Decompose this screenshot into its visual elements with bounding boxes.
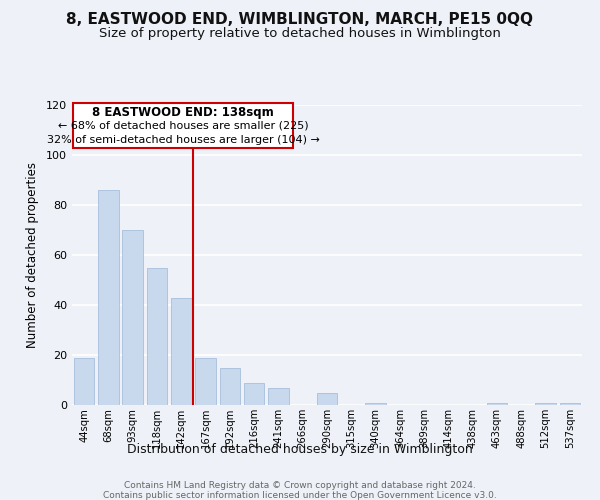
- Bar: [122, 230, 143, 405]
- Text: Contains HM Land Registry data © Crown copyright and database right 2024.: Contains HM Land Registry data © Crown c…: [124, 481, 476, 490]
- Text: 8 EASTWOOD END: 138sqm: 8 EASTWOOD END: 138sqm: [92, 106, 274, 119]
- Bar: [195, 358, 216, 405]
- Bar: [98, 190, 119, 405]
- Bar: [317, 392, 337, 405]
- Text: Contains public sector information licensed under the Open Government Licence v3: Contains public sector information licen…: [103, 491, 497, 500]
- Text: ← 68% of detached houses are smaller (225): ← 68% of detached houses are smaller (22…: [58, 120, 308, 130]
- Bar: [220, 368, 240, 405]
- Text: Size of property relative to detached houses in Wimblington: Size of property relative to detached ho…: [99, 28, 501, 40]
- Bar: [244, 382, 265, 405]
- Bar: [171, 298, 191, 405]
- Bar: [146, 268, 167, 405]
- Bar: [268, 388, 289, 405]
- Bar: [74, 358, 94, 405]
- Text: 32% of semi-detached houses are larger (104) →: 32% of semi-detached houses are larger (…: [47, 135, 320, 145]
- Bar: [560, 402, 580, 405]
- Bar: [535, 402, 556, 405]
- Bar: [487, 402, 508, 405]
- Bar: [365, 402, 386, 405]
- Text: 8, EASTWOOD END, WIMBLINGTON, MARCH, PE15 0QQ: 8, EASTWOOD END, WIMBLINGTON, MARCH, PE1…: [67, 12, 533, 28]
- FancyBboxPatch shape: [73, 102, 293, 148]
- Y-axis label: Number of detached properties: Number of detached properties: [26, 162, 39, 348]
- Text: Distribution of detached houses by size in Wimblington: Distribution of detached houses by size …: [127, 442, 473, 456]
